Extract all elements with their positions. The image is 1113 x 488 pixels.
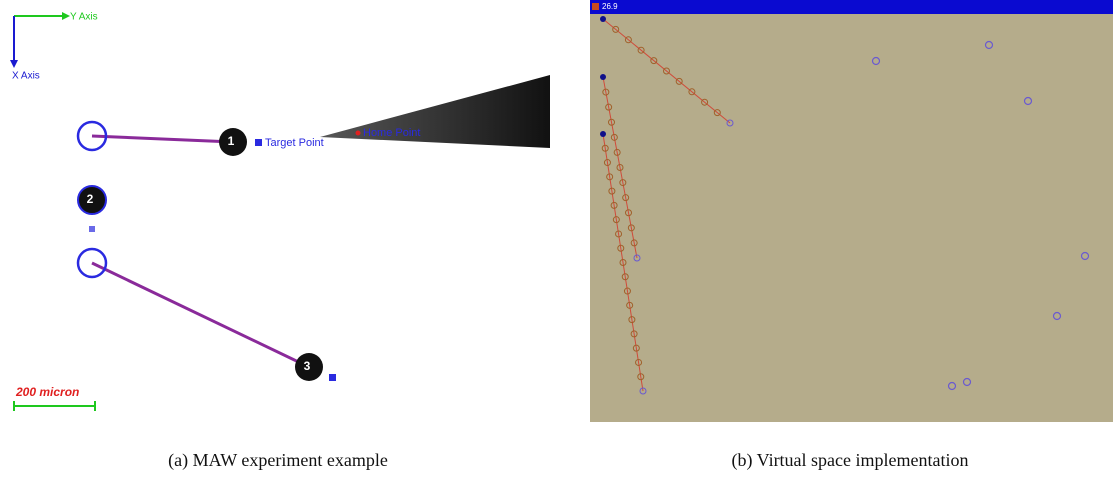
particle-label: 3	[304, 359, 311, 373]
caption: (b) Virtual space implementation	[731, 450, 968, 471]
home-label: Home Point	[363, 127, 420, 139]
start-point	[600, 74, 606, 80]
scale-label: 200 micron	[15, 385, 79, 399]
target-label: Target Point	[265, 137, 324, 149]
figure-canvas: Y Axis X Axis 1 2 3 Target Point Home Po…	[0, 0, 1113, 488]
x-axis-label: X Axis	[12, 71, 40, 82]
y-axis-label: Y Axis	[70, 12, 98, 23]
panel-a: Y Axis X Axis 1 2 3 Target Point Home Po…	[0, 0, 550, 430]
window-icon	[592, 3, 599, 10]
particle-label: 2	[87, 192, 94, 206]
start-point	[600, 131, 606, 137]
target-marker	[89, 226, 95, 232]
panel-b: 26.9	[590, 0, 1113, 422]
title-bar	[590, 0, 1113, 14]
window-title: 26.9	[602, 2, 618, 11]
panel-a-background	[0, 0, 550, 430]
caption: (a) MAW experiment example	[168, 450, 388, 471]
target-marker	[255, 139, 262, 146]
panel-b-background	[590, 0, 1113, 422]
figure: Y Axis X Axis 1 2 3 Target Point Home Po…	[0, 0, 1113, 488]
particle-label: 1	[228, 134, 235, 148]
start-point	[600, 16, 606, 22]
target-marker	[329, 374, 336, 381]
home-marker	[356, 131, 361, 136]
